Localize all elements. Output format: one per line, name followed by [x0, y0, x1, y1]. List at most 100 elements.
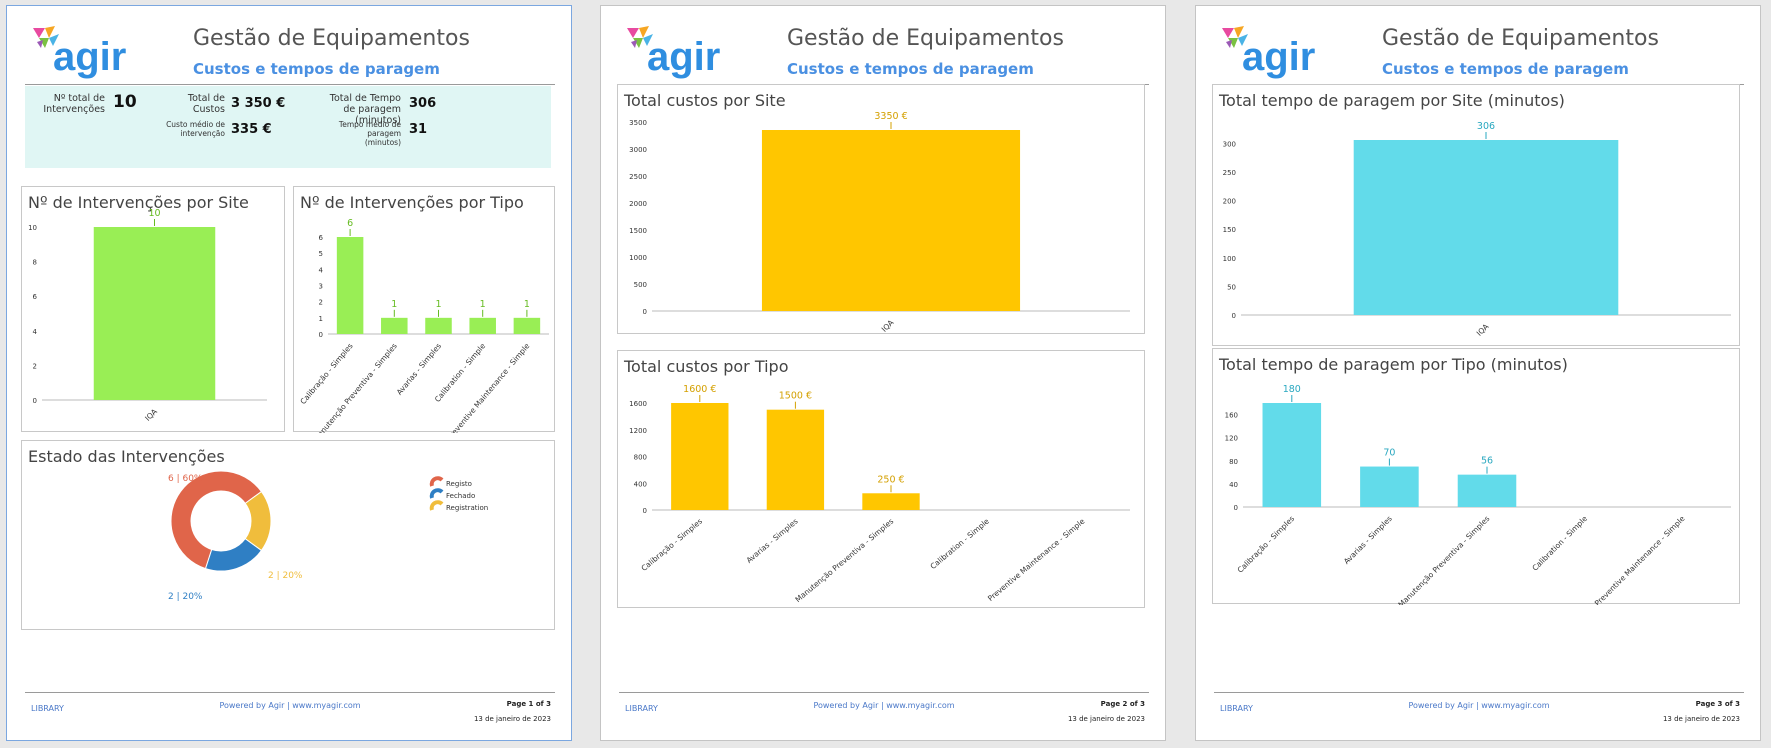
y-tick-label: 80: [1229, 458, 1238, 466]
x-tick-label: Preventive Maintenance - Simple: [1593, 514, 1687, 605]
svg-text:agir: agir: [1242, 35, 1315, 79]
y-tick-label: 40: [1229, 481, 1238, 489]
data-label: 6: [347, 218, 353, 229]
downtime-by-type-panel: Total tempo de paragem por Tipo (minutos…: [1212, 348, 1740, 605]
kpi-total-interventions-value: 10: [113, 92, 137, 112]
svg-text:agir: agir: [647, 35, 720, 79]
x-tick-label: Calibration - Simple: [928, 516, 991, 571]
bar: [381, 317, 408, 334]
donut-data-label: 2 | 20%: [268, 571, 303, 581]
y-tick-label: 160: [1225, 412, 1238, 420]
kpi-summary: Nº total de Intervenções 10 Total de Cus…: [25, 86, 551, 168]
report-title: Gestão de Equipamentos: [787, 26, 1064, 51]
legend-swatch: [429, 488, 444, 499]
footer-page-number: Page 3 of 3: [1695, 700, 1740, 708]
legend-label: Registration: [446, 504, 488, 512]
agir-logo-icon: agir: [1222, 26, 1315, 79]
legend-swatch: [429, 476, 444, 487]
x-tick-label: Manutenção Preventiva - Simples: [311, 341, 399, 433]
y-tick-label: 0: [643, 308, 647, 316]
data-label: 1: [480, 299, 486, 310]
x-tick-label: Calibração - Simples: [1236, 514, 1297, 575]
kpi-total-interventions-label: Nº total de Intervenções: [43, 93, 105, 115]
svg-text:agir: agir: [53, 35, 126, 79]
donut-slice: [244, 490, 272, 552]
interventions-by-site-chart: 0 2 4 6 8 10 10 IQA: [28, 208, 267, 423]
x-tick-label: Manutenção Preventiva - Simples: [1396, 514, 1491, 605]
data-label: 1: [435, 299, 441, 310]
data-label: 1: [391, 299, 397, 310]
donut-data-label: 6 | 60%: [168, 474, 203, 484]
donut-data-label: 2 | 20%: [168, 592, 203, 602]
page-header: agir Gestão de Equipamentos Custos e tem…: [25, 18, 555, 85]
footer-date: 13 de janeiro de 2023: [1662, 715, 1740, 723]
y-tick-label: 150: [1223, 226, 1236, 234]
report-page-2[interactable]: agir Gestão de Equipamentos Custos e tem…: [600, 5, 1166, 741]
report-page-1[interactable]: agir Gestão de Equipamentos Custos e tem…: [6, 5, 572, 741]
y-tick-label: 400: [634, 480, 647, 488]
page-footer: LIBRARY Powered by Agir | www.myagir.com…: [1214, 692, 1744, 733]
agir-logo-icon: agir: [627, 26, 720, 79]
y-tick-label: 6: [33, 293, 38, 301]
costs-by-type-panel: Total custos por Tipo 0 400 800 1200 1600 160…: [617, 350, 1145, 608]
x-tick-label: Preventive Maintenance - Simple: [986, 516, 1087, 603]
page-footer: LIBRARY Powered by Agir | www.myagir.com…: [25, 692, 555, 733]
y-tick-label: 1: [319, 315, 323, 323]
kpi-avg-downtime-label: Tempo médio de paragem (minutos): [338, 120, 401, 147]
kpi-total-costs-value: 3 350 €: [231, 96, 286, 111]
x-tick-label: Calibração - Simples: [640, 517, 705, 573]
bar: [862, 493, 920, 510]
legend-label: Registo: [446, 480, 472, 488]
bar: [1262, 403, 1322, 507]
y-tick-label: 2500: [629, 173, 647, 181]
report-page-3[interactable]: agir Gestão de Equipamentos Custos e tem…: [1195, 5, 1761, 741]
footer-powered-by: Powered by Agir | www.myagir.com: [1408, 701, 1550, 710]
x-tick-label: Preventive Maintenance - Simple: [445, 341, 532, 433]
x-tick-label: Avarias - Simples: [745, 517, 800, 565]
y-tick-label: 2: [33, 362, 37, 370]
kpi-total-downtime-value: 306: [409, 96, 437, 111]
costs-by-type-chart: 0 400 800 1200 1600 1600 € Calibração - Simple…: [629, 384, 1130, 604]
interventions-by-site-panel: Nº de Intervenções por Site 0 2 4 6 8 10 10 IQA: [21, 186, 285, 432]
footer-date: 13 de janeiro de 2023: [1067, 715, 1145, 723]
panel-title: Nº de Intervenções por Tipo: [300, 193, 524, 212]
agir-logo-icon: agir: [33, 26, 126, 79]
interventions-by-type-panel: Nº de Intervenções por Tipo 0 1 2 3 4 5 6 6 Cali…: [293, 186, 555, 433]
y-tick-label: 300: [1223, 140, 1236, 148]
kpi-total-downtime-label: Total de Tempo de paragem (minutos): [329, 93, 401, 126]
bar: [1360, 466, 1419, 507]
report-subtitle: Custos e tempos de paragem: [193, 60, 440, 78]
bar: [469, 317, 496, 334]
y-tick-label: 3000: [629, 146, 647, 154]
kpi-avg-cost-value: 335 €: [231, 122, 272, 137]
bar: [1457, 474, 1517, 507]
legend-label: Fechado: [446, 492, 475, 500]
y-tick-label: 0: [643, 507, 647, 515]
bar: [766, 409, 825, 510]
footer-library: LIBRARY: [31, 704, 64, 713]
kpi-total-costs-label: Total de Custos: [187, 93, 225, 115]
footer-date: 13 de janeiro de 2023: [473, 715, 551, 723]
y-tick-label: 6: [319, 234, 324, 242]
report-title: Gestão de Equipamentos: [1382, 26, 1659, 51]
y-tick-label: 2: [319, 299, 323, 307]
data-label: 1600 €: [683, 384, 716, 395]
x-tick-label: IQA: [143, 406, 159, 422]
y-tick-label: 1000: [629, 254, 647, 262]
x-tick-label: Avarias - Simples: [1342, 514, 1394, 566]
costs-by-site-chart: 0 500 1000 1500 2000 2500 3000 3500 3350 € IQA: [629, 111, 1130, 334]
y-tick-label: 8: [33, 259, 37, 267]
bar: [336, 237, 364, 334]
data-label: 56: [1481, 456, 1493, 467]
data-label: 10: [148, 208, 160, 219]
kpi-avg-downtime-value: 31: [409, 122, 428, 137]
bar: [761, 130, 1021, 311]
data-label: 3350 €: [874, 111, 907, 122]
footer-powered-by: Powered by Agir | www.myagir.com: [813, 701, 955, 710]
y-tick-label: 3500: [629, 119, 647, 127]
bar: [513, 317, 541, 334]
bar: [425, 317, 452, 334]
bar: [93, 227, 216, 400]
x-tick-label: IQA: [880, 317, 896, 333]
